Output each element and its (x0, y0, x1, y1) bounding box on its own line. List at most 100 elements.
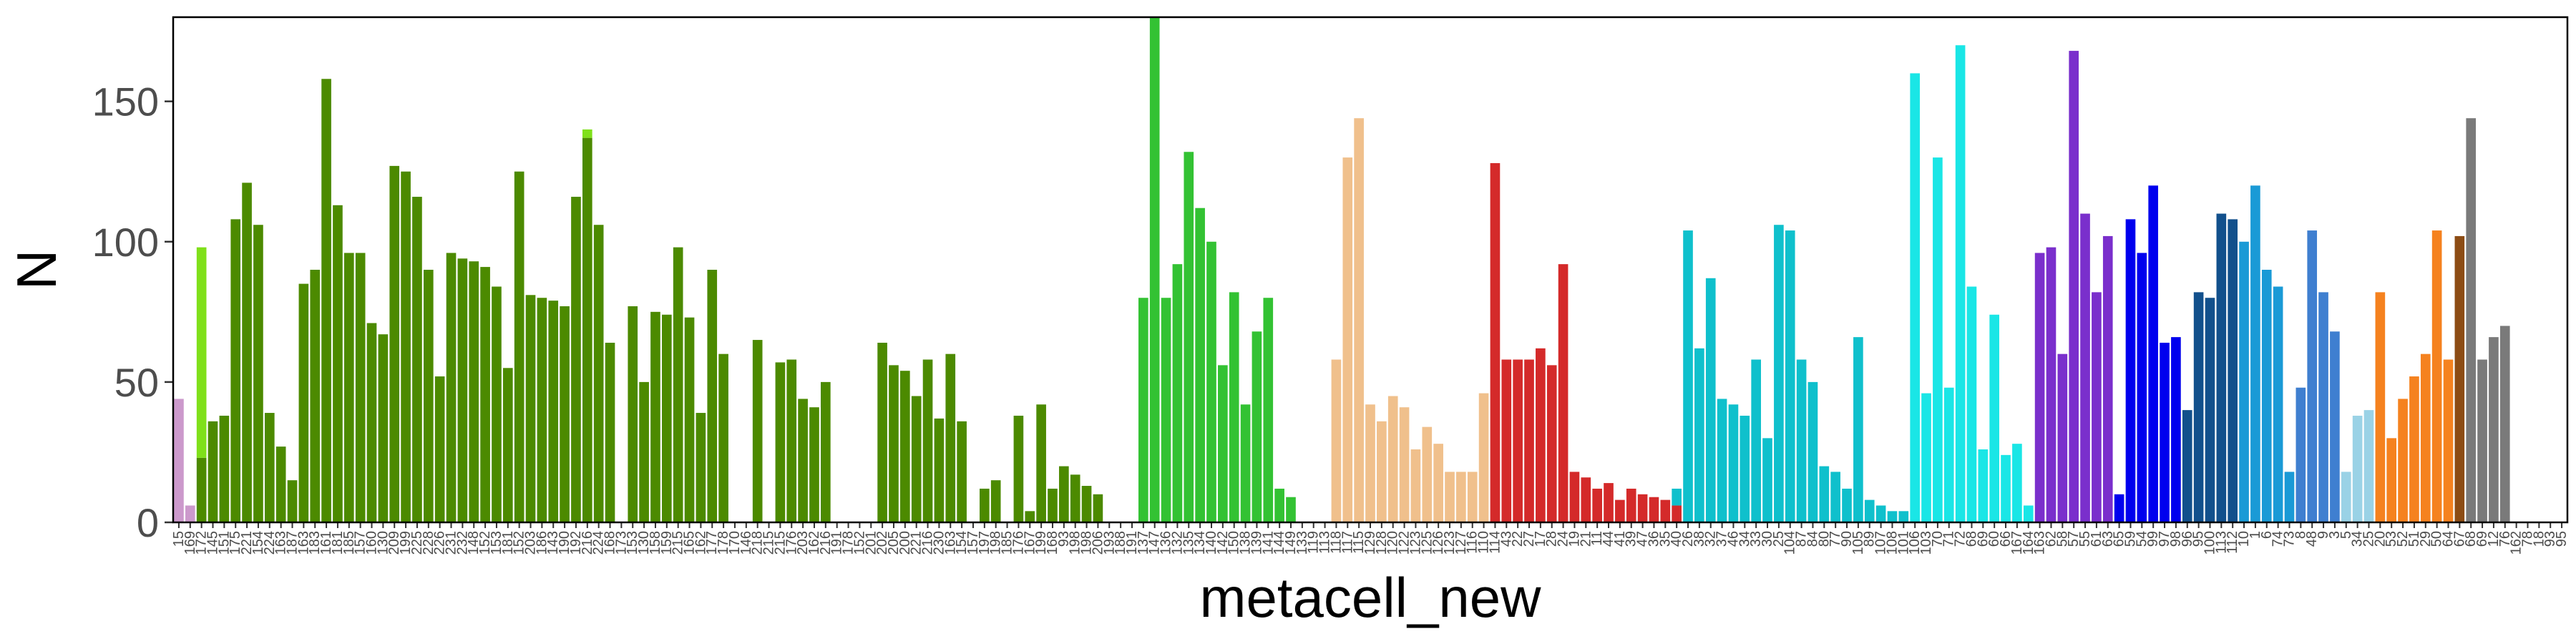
bar-segment (2398, 399, 2408, 522)
bar-segment (2057, 353, 2068, 522)
x-tick-label: 93 (1056, 531, 1072, 547)
x-tick-label: 163 (942, 531, 958, 555)
x-tick-label: 126 (1430, 531, 1446, 555)
bar-segment (2443, 359, 2454, 522)
bar-segment (1387, 396, 1398, 522)
bar-segment (809, 407, 819, 522)
bar-segment (1558, 264, 1568, 522)
bar-segment (707, 270, 718, 522)
bar-segment (2069, 51, 2079, 522)
x-tick-label: 215 (670, 531, 686, 555)
x-tick-label: 44 (1601, 531, 1616, 547)
x-tick-label: 9 (2316, 531, 2331, 539)
x-tick-label: 197 (977, 531, 992, 555)
x-tick-label: 215 (772, 531, 788, 555)
x-tick-label: 159 (659, 531, 675, 555)
x-tick-label: 113 (2213, 531, 2229, 554)
x-tick-label: 66 (1998, 531, 2014, 547)
x-tick-label: 78 (2519, 531, 2535, 547)
x-tick-label: 50 (2429, 531, 2445, 547)
bar-segment (1604, 483, 1614, 522)
bar-segment (1581, 477, 1591, 522)
bar-segment (2477, 359, 2487, 522)
x-tick-label: 25 (1771, 531, 1787, 547)
plot-panel-border (172, 16, 2569, 524)
x-tick-label: 33 (1748, 531, 1764, 547)
x-tick-label: 122 (1397, 531, 1413, 555)
bar-segment (1933, 157, 1943, 523)
x-tick-label: 61 (2089, 531, 2104, 547)
x-tick-label: 165 (682, 531, 698, 555)
x-tick-label: 68 (2463, 531, 2479, 547)
x-tick-label: 232 (454, 531, 470, 555)
bar-segment (1218, 365, 1228, 522)
bar-segment (333, 205, 343, 522)
x-tick-label: 110 (1476, 531, 1492, 554)
x-tick-label: 5 (2338, 531, 2354, 539)
bar-segment (1036, 404, 1046, 522)
x-tick-label: 113 (1317, 531, 1333, 554)
bar-segment (1830, 472, 1840, 522)
bar-segment (1864, 499, 1875, 522)
bar-segment (1059, 466, 1069, 522)
bar-segment (2261, 270, 2272, 522)
bar-segment (1717, 399, 1727, 522)
x-tick-label: 57 (2066, 531, 2082, 547)
x-tick-label: 72 (1953, 531, 1968, 547)
bar-segment (1853, 337, 1863, 522)
x-tick-label: 137 (1136, 531, 1151, 555)
x-tick-label: 129 (1362, 531, 1378, 555)
bar-segment (1672, 488, 1682, 506)
x-tick-label: 206 (1090, 531, 1106, 555)
x-tick-label: 198 (988, 531, 1004, 555)
x-tick-label: 132 (1169, 531, 1185, 555)
bar-segment (650, 311, 660, 522)
bar-segment (2375, 292, 2386, 522)
x-tick-label: 105 (1850, 531, 1866, 555)
bar-segment (2216, 213, 2227, 522)
bar-segment (1081, 486, 1092, 522)
bar-segment (434, 376, 445, 522)
bar-segment (696, 413, 706, 522)
bar-segment (1762, 438, 1772, 522)
bar-segment (1989, 314, 1999, 522)
bar-segment (786, 359, 797, 522)
x-tick-label: 70 (1930, 531, 1946, 547)
x-tick-label: 59 (2122, 531, 2138, 547)
x-tick-label: 202 (874, 531, 890, 555)
x-tick-label: 190 (557, 531, 572, 555)
bar-segment (605, 342, 615, 522)
bar-segment (2228, 219, 2238, 522)
bar-segment (2102, 235, 2113, 522)
x-tick-label: 187 (285, 531, 301, 555)
bar-segment (343, 253, 354, 522)
bar-segment (2466, 118, 2477, 522)
x-tick-label: 200 (897, 531, 913, 555)
x-tick-label: 158 (648, 531, 663, 555)
bar-segment (1774, 225, 1784, 522)
x-tick-label: 67 (2451, 531, 2467, 547)
y-axis-ticks: 0 50 100 150 (92, 79, 173, 545)
x-tick-label: 168 (602, 531, 618, 555)
x-tick-label: 154 (954, 531, 970, 555)
bar-segment (1705, 278, 1716, 522)
x-tick-label: 108 (1884, 531, 1900, 555)
x-tick-label: 8 (2293, 531, 2308, 539)
x-tick-label: 95 (2554, 531, 2570, 547)
bar-segment (1660, 499, 1671, 522)
bar-segment (1149, 17, 1160, 522)
bar-segment (2193, 292, 2204, 522)
bar-segment (1399, 407, 1410, 522)
x-tick-label: 144 (1272, 531, 1287, 555)
x-tick-label: 39 (1624, 531, 1639, 547)
x-tick-label: 10 (2236, 531, 2252, 547)
bar-segment (934, 418, 945, 522)
x-tick-label: 76 (2497, 531, 2513, 547)
bar-segment (752, 340, 763, 522)
x-tick-label: 201 (863, 531, 879, 555)
x-tick-label: 149 (1283, 531, 1299, 555)
x-tick-label: 221 (239, 531, 255, 555)
x-tick-label: 186 (534, 531, 550, 555)
x-tick-label: 153 (489, 531, 504, 555)
bar-segment (2409, 376, 2419, 522)
